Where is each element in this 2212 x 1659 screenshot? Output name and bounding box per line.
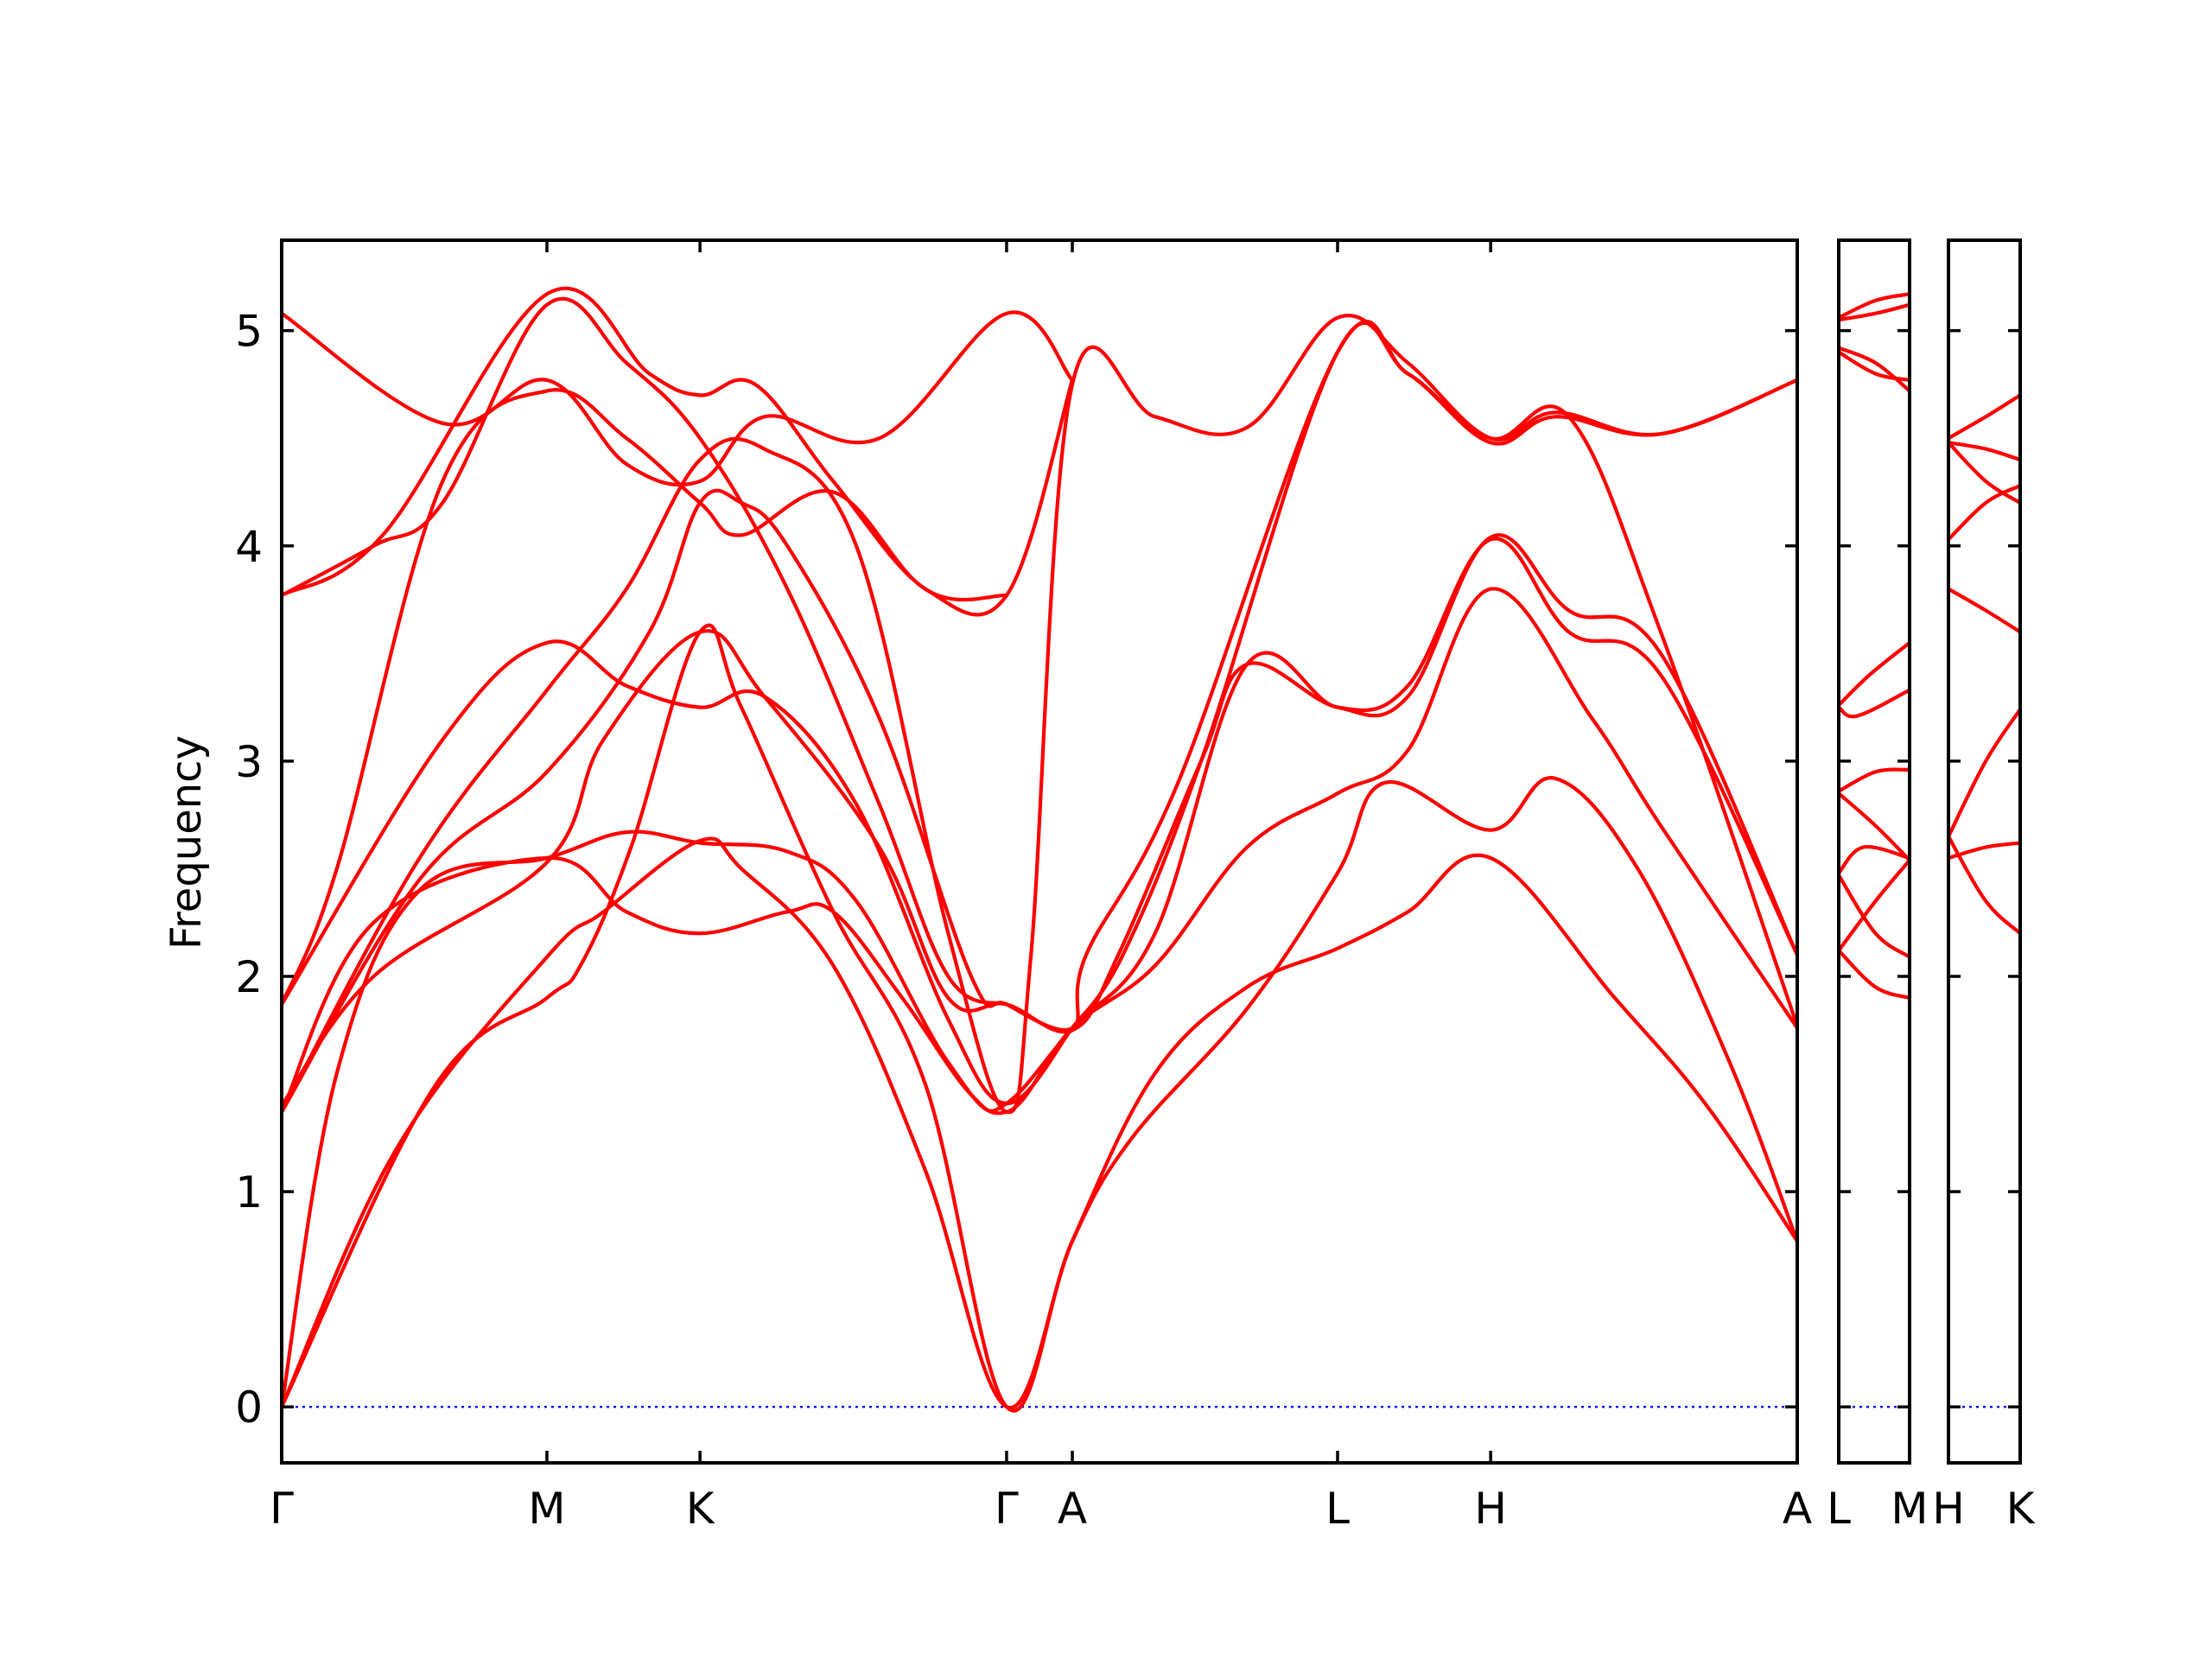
x-tick-label: Γ xyxy=(270,1484,294,1534)
band-line-6 xyxy=(1948,441,2020,505)
band-line-8 xyxy=(1948,393,2020,441)
x-tick-label: L xyxy=(1325,1484,1350,1534)
band-line-9 xyxy=(1839,346,1910,393)
band-line-2 xyxy=(282,776,1797,1410)
band-line-7 xyxy=(282,314,1797,1115)
x-tick-label: Γ xyxy=(995,1484,1019,1534)
band-line-1 xyxy=(282,623,1797,1413)
x-tick-label: K xyxy=(686,1484,715,1534)
band-line-6 xyxy=(282,319,1797,1114)
band-line-7 xyxy=(1948,441,2020,462)
band-line-11 xyxy=(282,286,1009,602)
y-tick-label: 2 xyxy=(235,952,263,1002)
y-tick-label: 3 xyxy=(235,737,263,787)
band-line-4 xyxy=(1839,844,1910,875)
bands xyxy=(1948,393,2020,936)
plot-frame xyxy=(280,238,1799,1465)
x-tick-label: M xyxy=(1891,1484,1928,1534)
x-tick-label: H xyxy=(1932,1484,1965,1534)
band-line-8 xyxy=(1839,640,1910,708)
band-line-10 xyxy=(1839,350,1910,382)
band-line-8 xyxy=(282,321,1797,1106)
bands xyxy=(282,286,1797,1413)
band-line-12 xyxy=(1839,292,1910,320)
band-line-1 xyxy=(1839,858,1910,953)
y-tick-label: 5 xyxy=(235,307,263,357)
band-line-7 xyxy=(1839,688,1910,719)
band-line-5 xyxy=(1948,483,2020,542)
band-line-2 xyxy=(1839,949,1910,1000)
band-line-3 xyxy=(1948,708,2020,839)
band-line-10 xyxy=(282,296,1009,1007)
y-tick-label: 1 xyxy=(235,1167,263,1217)
band-line-5 xyxy=(1839,791,1910,862)
y-axis-label: Frequency xyxy=(162,735,211,950)
y-tick-label: 4 xyxy=(235,522,263,572)
y-tick-label: 0 xyxy=(235,1382,263,1433)
x-tick-label: M xyxy=(528,1484,565,1534)
band-line-12 xyxy=(282,310,1075,487)
band-line-6 xyxy=(1839,767,1910,793)
bands xyxy=(1839,292,1910,1000)
x-tick-label: L xyxy=(1827,1484,1851,1534)
x-tick-label: H xyxy=(1474,1484,1507,1534)
x-tick-label: K xyxy=(2006,1484,2036,1534)
band-line-11 xyxy=(1839,302,1910,322)
x-tick-label: A xyxy=(1058,1484,1087,1534)
x-tick-label: A xyxy=(1783,1484,1812,1534)
band-line-3 xyxy=(1839,873,1910,959)
band-line-2 xyxy=(1948,835,2020,936)
band-line-4 xyxy=(1948,587,2020,634)
plot-frame xyxy=(1947,238,2022,1465)
band-line-9 xyxy=(282,378,1075,1007)
band-line-5 xyxy=(282,533,1797,1108)
plot-frame xyxy=(1837,238,1911,1465)
